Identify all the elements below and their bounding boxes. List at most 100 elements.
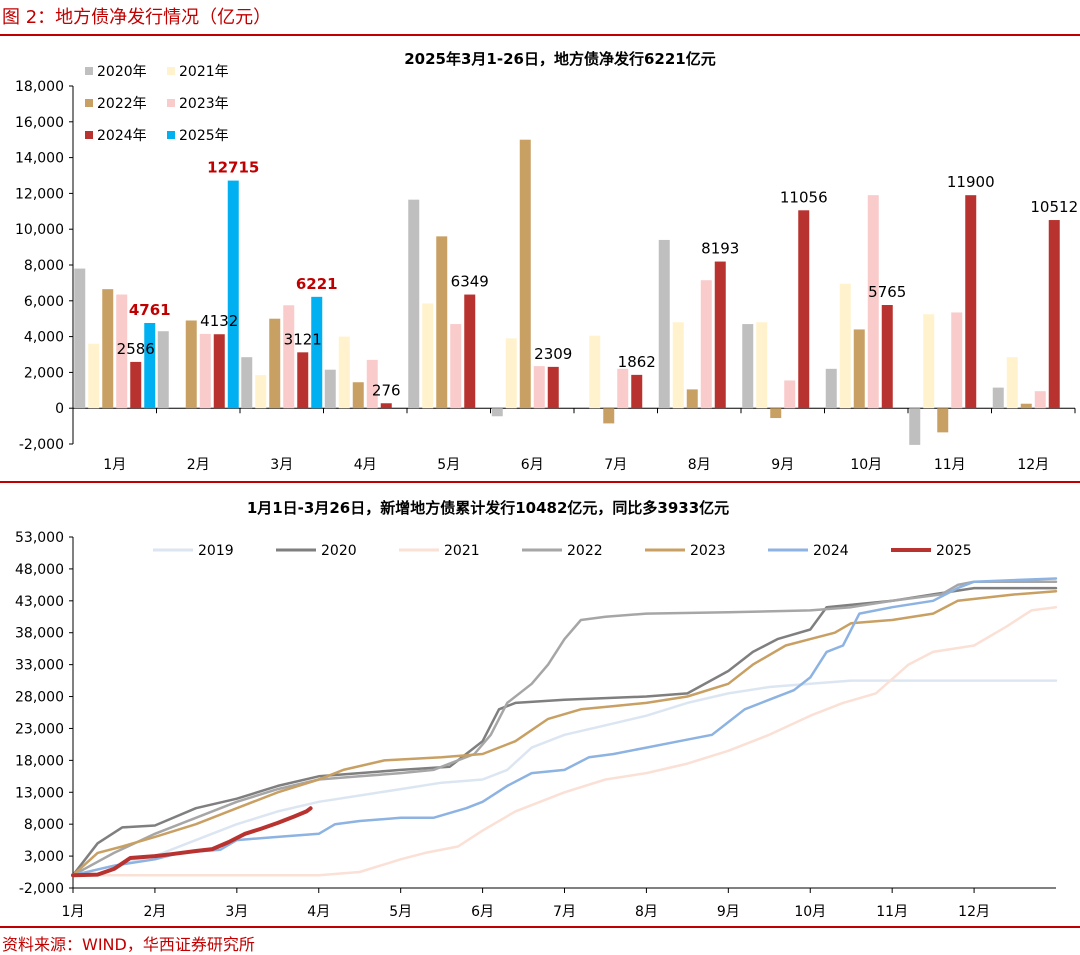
legend-swatch [85, 67, 93, 75]
bar [756, 322, 768, 409]
bar [199, 333, 211, 409]
bar [227, 180, 239, 409]
bar [714, 261, 726, 409]
y-tick-label: 3,000 [24, 849, 64, 865]
data-label: 8193 [701, 240, 739, 258]
source-note: 资料来源：WIND，华西证券研究所 [2, 935, 255, 954]
y-tick-label: -2,000 [19, 437, 64, 453]
legend-label: 2024年 [97, 128, 147, 144]
y-tick-label: -2,000 [19, 881, 64, 897]
bar-chart-title: 2025年3月1-26日，地方债净发行6221亿元 [404, 50, 715, 68]
legend-label: 2021 [444, 543, 480, 559]
data-label: 1862 [618, 353, 656, 371]
y-tick-label: 43,000 [15, 594, 64, 610]
bar [144, 322, 156, 409]
x-tick-label: 2月 [143, 904, 166, 920]
line-chart-legend: 2019 2020 2021 2022 2023 2024 2025 [153, 543, 972, 559]
bar [241, 357, 253, 409]
data-label: 276 [372, 381, 401, 399]
x-tick-label: 2月 [187, 457, 210, 473]
bar [742, 324, 754, 409]
x-tick-label: 6月 [521, 457, 544, 473]
bar [380, 403, 392, 409]
y-tick-label: 13,000 [15, 785, 64, 801]
bar-chart-axes: 18,000 16,000 14,000 12,000 10,000 8,000 6,000… [15, 79, 1076, 473]
bar [324, 369, 336, 409]
legend-label: 2025年 [179, 128, 229, 144]
legend-swatch [167, 99, 175, 107]
y-tick-label: 2,000 [24, 365, 64, 381]
data-label: 11056 [780, 188, 828, 206]
bar [700, 280, 712, 409]
bar [102, 289, 114, 409]
x-tick-label: 3月 [270, 457, 293, 473]
y-tick-label: 8,000 [24, 258, 64, 274]
bar [519, 139, 531, 409]
data-label: 6221 [296, 275, 338, 293]
bar [909, 408, 921, 445]
data-label: 10512 [1030, 198, 1078, 216]
x-tick-label: 8月 [635, 904, 658, 920]
bar [1034, 391, 1046, 409]
bar [338, 336, 350, 409]
data-label: 11900 [947, 173, 995, 191]
bar [408, 199, 420, 409]
y-tick-label: 14,000 [15, 151, 64, 167]
y-tick-label: 33,000 [15, 658, 64, 674]
bar [450, 324, 462, 409]
bar [992, 387, 1004, 409]
bar [547, 366, 559, 409]
bar [213, 334, 225, 409]
bar [1020, 403, 1032, 409]
y-tick-label: 10,000 [15, 222, 64, 238]
data-label: 5765 [868, 283, 906, 301]
x-tick-label: 9月 [717, 904, 740, 920]
bar [352, 382, 364, 409]
bar [784, 380, 796, 409]
y-tick-label: 23,000 [15, 721, 64, 737]
bar [185, 320, 197, 409]
legend-label: 2023年 [179, 96, 229, 112]
y-tick-label: 28,000 [15, 690, 64, 706]
bar [603, 408, 615, 424]
series-line [71, 679, 1058, 877]
legend-swatch [167, 131, 175, 139]
x-tick-label: 12月 [1017, 457, 1049, 473]
bar [297, 352, 309, 409]
y-tick-label: 53,000 [15, 530, 64, 546]
y-tick-label: 8,000 [24, 817, 64, 833]
data-label: 12715 [207, 159, 259, 177]
x-tick-label: 1月 [62, 904, 85, 920]
bar [631, 374, 643, 409]
bar [130, 361, 142, 409]
bar [366, 359, 378, 409]
bar [589, 335, 601, 409]
legend-label: 2023 [690, 543, 726, 559]
data-label: 6349 [451, 273, 489, 291]
bar [867, 195, 879, 409]
bar [881, 305, 893, 409]
x-tick-label: 1月 [103, 457, 126, 473]
bar [436, 236, 448, 409]
data-label: 4132 [200, 312, 238, 330]
x-tick-label: 11月 [876, 904, 908, 920]
bar [839, 283, 851, 409]
y-tick-label: 6,000 [24, 294, 64, 310]
legend-label: 2021年 [179, 64, 229, 80]
x-tick-label: 4月 [354, 457, 377, 473]
line-chart-lines [71, 577, 1058, 878]
x-tick-label: 11月 [934, 457, 966, 473]
figure-title: 图 2：地方债净发行情况（亿元） [2, 7, 272, 28]
data-label: 4761 [129, 301, 171, 319]
y-tick-label: 0 [55, 401, 64, 417]
x-tick-label: 7月 [553, 904, 576, 920]
bar [422, 303, 434, 409]
bar [116, 294, 128, 409]
bar [672, 322, 684, 409]
data-label: 2309 [534, 345, 572, 363]
bar [1006, 357, 1018, 409]
x-tick-label: 5月 [389, 904, 412, 920]
y-tick-label: 18,000 [15, 753, 64, 769]
bar [74, 268, 86, 409]
bar [491, 408, 503, 417]
